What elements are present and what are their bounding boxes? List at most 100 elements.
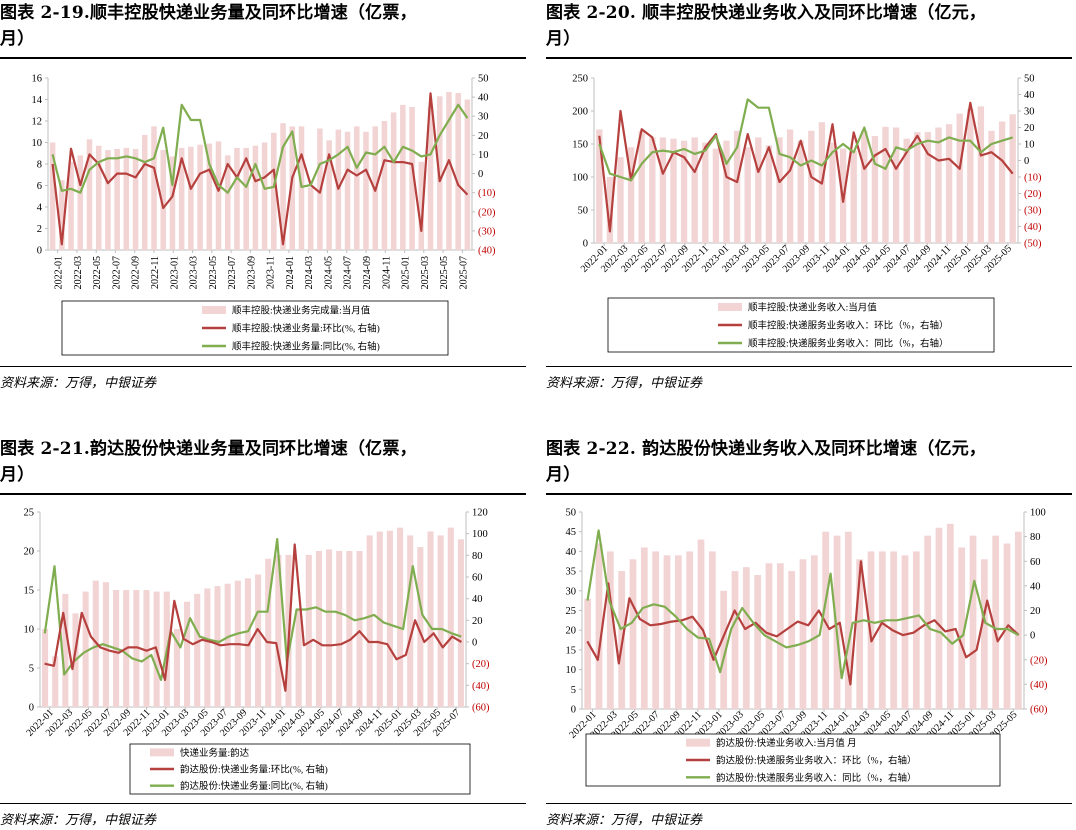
bar xyxy=(142,134,148,250)
bar xyxy=(295,609,302,707)
bar xyxy=(184,601,191,707)
left-tick-label: 35 xyxy=(566,567,577,578)
right-tick-label: (40) xyxy=(478,246,496,257)
legend-swatch-bar xyxy=(718,303,742,311)
x-tick-label: 2023-03 xyxy=(189,256,200,289)
bar xyxy=(214,586,221,707)
bar xyxy=(455,93,461,250)
right-tick-label: (60) xyxy=(472,703,490,714)
source-note: 资料来源：万得，中银证券 xyxy=(0,813,157,828)
bar xyxy=(390,112,397,251)
bar xyxy=(86,139,93,250)
bar xyxy=(169,156,176,250)
right-tick-label: 80 xyxy=(1030,532,1041,543)
left-tick-label: 5 xyxy=(29,664,34,675)
right-tick-label: 60 xyxy=(472,573,483,584)
bar xyxy=(194,593,201,707)
bar xyxy=(680,140,688,243)
bar xyxy=(765,145,773,243)
bar xyxy=(42,629,49,707)
x-tick-label: 2023-09 xyxy=(246,256,257,289)
bar xyxy=(344,131,351,250)
left-tick-label: 20 xyxy=(24,547,35,558)
legend-swatch-bar xyxy=(686,738,710,747)
panel-sf-volume: 图表 2-19.顺丰控股快递业务量及同环比增速（亿票， 月） 0 2 4 6 8 10 12 1… xyxy=(0,0,530,400)
x-tick-label: 2024-05 xyxy=(323,256,334,289)
bar xyxy=(151,126,157,250)
right-tick-label: 100 xyxy=(472,529,488,540)
right-tick-label: 50 xyxy=(478,74,489,85)
bar xyxy=(244,578,251,707)
bar xyxy=(77,155,84,250)
left-tick-label: 0 xyxy=(571,705,576,716)
bar xyxy=(447,527,454,707)
bar xyxy=(663,555,671,709)
legend-label: 韵达股份:快递业务量:环比(%, 右轴) xyxy=(180,764,328,776)
right-tick-label: 30 xyxy=(1024,107,1035,118)
bar xyxy=(956,113,963,243)
bar xyxy=(595,543,603,709)
bar xyxy=(617,157,624,243)
bar xyxy=(861,130,868,243)
bar xyxy=(776,563,784,709)
bar xyxy=(723,140,730,243)
series-line-mom xyxy=(586,560,1020,686)
bar xyxy=(967,109,974,243)
x-tick-label: 2024-11 xyxy=(381,256,392,289)
bar xyxy=(844,531,852,709)
x-tick-label: 2025-03 xyxy=(420,256,431,289)
title-rule xyxy=(546,493,1072,495)
bar xyxy=(280,123,286,250)
panel-yd-volume: 图表 2-21.韵达股份快递业务量及同环比增速（亿票， 月） 0 5 10 15 20 25… xyxy=(0,436,530,830)
left-tick-label: 4 xyxy=(37,203,43,214)
bar xyxy=(788,571,796,709)
bar xyxy=(776,137,783,243)
legend-label: 顺丰控股:快递服务业务收入：环比（%，右轴） xyxy=(748,320,949,332)
bar xyxy=(356,551,363,707)
right-tick-label: (30) xyxy=(478,226,496,237)
left-tick-label: 250 xyxy=(572,74,588,85)
legend-box xyxy=(607,297,995,353)
bar xyxy=(418,161,425,250)
source-rule xyxy=(546,366,1072,367)
bar xyxy=(649,137,656,243)
x-tick-label: 2023-11 xyxy=(266,256,277,289)
bar xyxy=(160,150,166,250)
left-tick-label: 12 xyxy=(32,117,43,128)
bar xyxy=(197,144,203,250)
right-tick-label: (20) xyxy=(1024,189,1042,200)
bar xyxy=(326,549,333,707)
bar xyxy=(95,145,102,250)
bar xyxy=(731,571,739,709)
legend-box xyxy=(129,743,471,795)
legend-label: 顺丰控股:快递服务业务收入：同比（%，右轴） xyxy=(748,338,949,350)
bar xyxy=(446,91,452,250)
bar xyxy=(882,126,889,243)
bar xyxy=(386,530,393,707)
bar xyxy=(354,126,360,250)
bar xyxy=(224,155,231,250)
right-tick-label: 0 xyxy=(478,169,483,180)
right-tick-label: 30 xyxy=(478,112,489,123)
bar xyxy=(326,140,332,250)
bar xyxy=(271,132,277,250)
bar xyxy=(652,551,660,709)
panel-title: 图表 2-21.韵达股份快递业务量及同环比增速（亿票， 月） xyxy=(0,439,417,485)
panel-title: 图表 2-22. 韵达股份快递业务收入及同环比增速（亿元， 月） xyxy=(546,439,987,485)
left-tick-label: 15 xyxy=(24,586,35,597)
series-line-yoy xyxy=(51,103,469,194)
bar xyxy=(315,551,322,707)
right-tick-label: (10) xyxy=(478,188,496,199)
legend-swatch-bar xyxy=(202,306,226,314)
left-tick-label: 2 xyxy=(37,224,42,235)
bar xyxy=(935,527,943,709)
right-tick-label: (50) xyxy=(1024,239,1042,250)
title-rule xyxy=(546,57,1072,59)
bar xyxy=(674,555,682,709)
legend-box xyxy=(585,733,1001,787)
x-tick-label: 2025-05 xyxy=(439,256,450,289)
source-note: 资料来源：万得，中银证券 xyxy=(546,813,703,828)
x-tick-label: 2022-03 xyxy=(73,256,84,289)
bar xyxy=(786,129,794,243)
bar xyxy=(366,535,373,707)
